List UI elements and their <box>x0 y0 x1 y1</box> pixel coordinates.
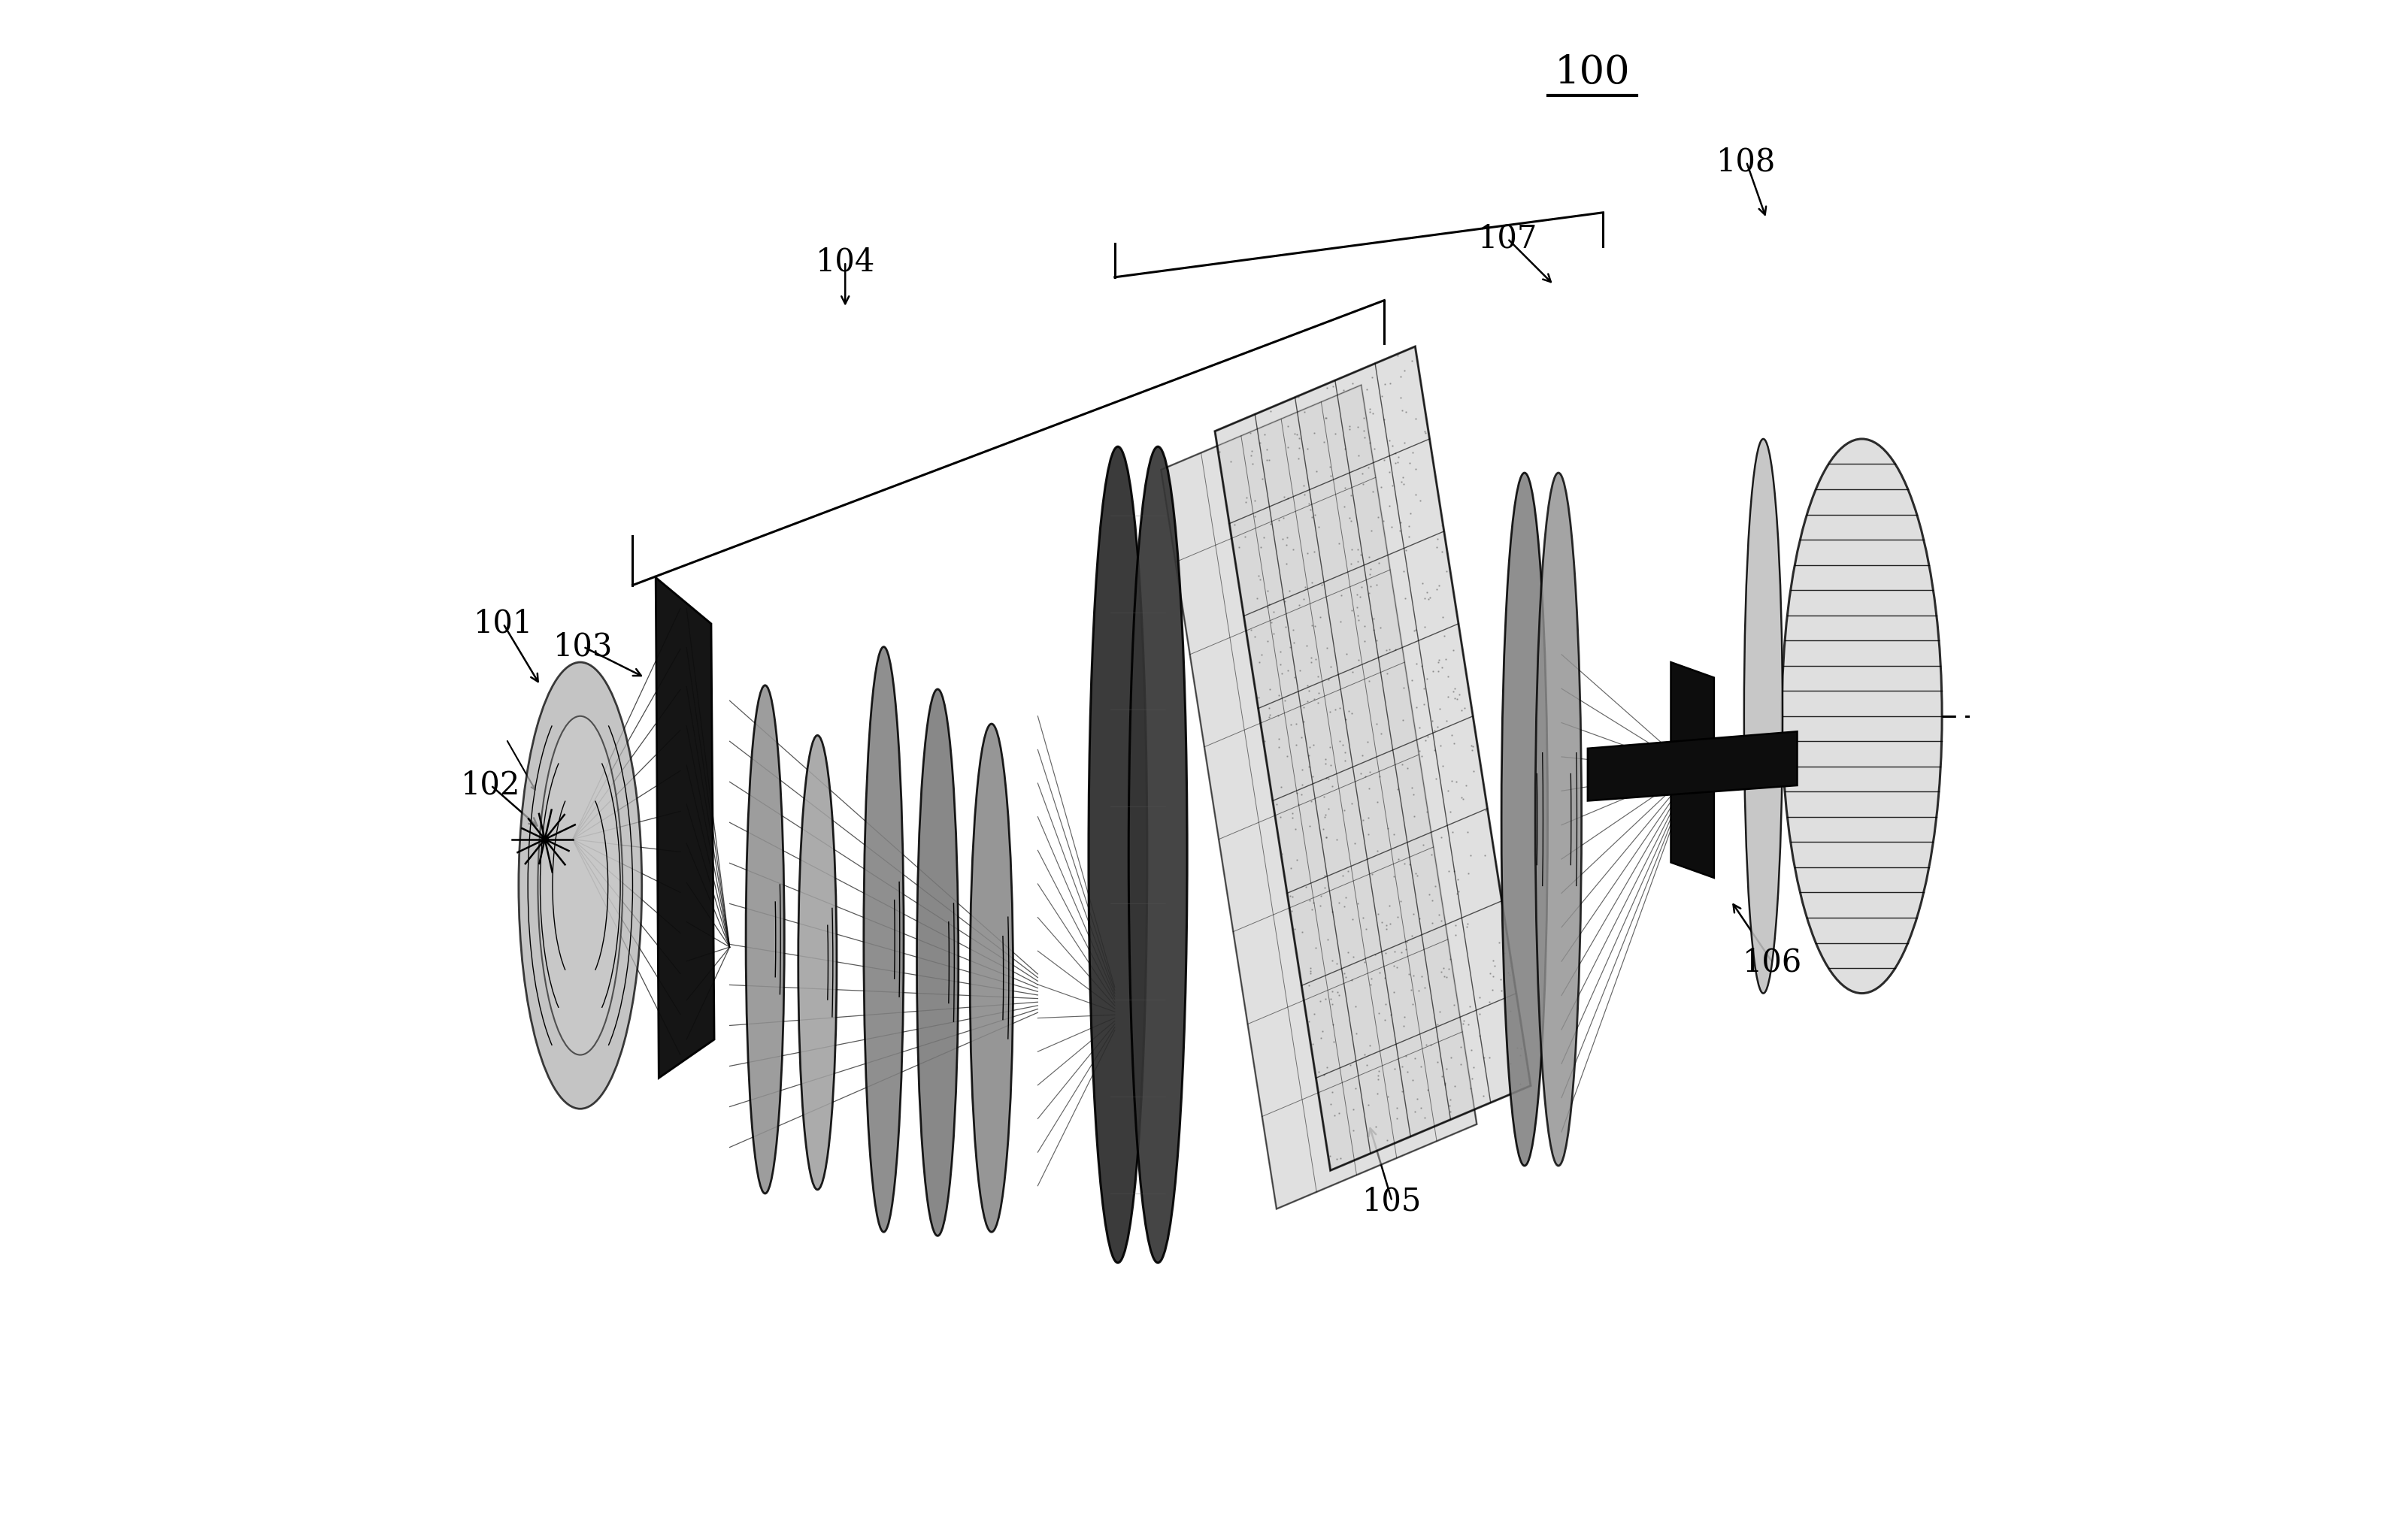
Ellipse shape <box>1744 439 1782 993</box>
Ellipse shape <box>1535 473 1581 1166</box>
Ellipse shape <box>746 685 784 1194</box>
Polygon shape <box>655 578 715 1078</box>
Text: 106: 106 <box>1742 947 1802 978</box>
Ellipse shape <box>1089 447 1147 1263</box>
Polygon shape <box>1214 347 1531 1170</box>
Text: 107: 107 <box>1478 223 1538 254</box>
Polygon shape <box>1161 385 1478 1209</box>
Ellipse shape <box>799 736 837 1190</box>
Ellipse shape <box>916 690 960 1235</box>
Ellipse shape <box>1782 439 1943 993</box>
Ellipse shape <box>518 662 643 1109</box>
Text: 108: 108 <box>1718 146 1775 177</box>
Text: 103: 103 <box>554 631 614 662</box>
Ellipse shape <box>864 647 904 1232</box>
Text: 105: 105 <box>1363 1186 1423 1217</box>
Ellipse shape <box>537 716 624 1055</box>
Text: 101: 101 <box>473 608 533 639</box>
Ellipse shape <box>969 724 1012 1232</box>
Text: 102: 102 <box>461 770 521 801</box>
Polygon shape <box>1588 732 1797 801</box>
Polygon shape <box>1670 662 1713 878</box>
Ellipse shape <box>1502 473 1547 1166</box>
Text: 100: 100 <box>1555 54 1631 91</box>
Ellipse shape <box>1128 447 1188 1263</box>
Text: 104: 104 <box>816 246 876 277</box>
